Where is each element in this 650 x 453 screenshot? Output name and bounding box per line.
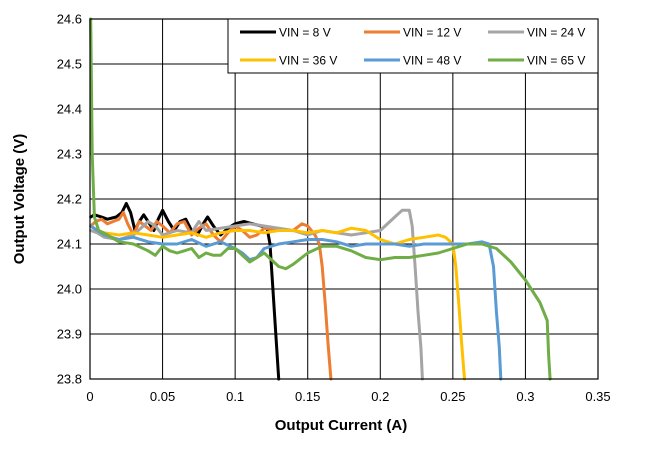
legend-label-3: VIN = 24 V bbox=[527, 26, 585, 40]
series-line-3 bbox=[89, 208, 424, 381]
x-tick-label: 0.25 bbox=[440, 389, 465, 404]
y-tick-label: 24.3 bbox=[57, 147, 82, 162]
x-tick-label: 0 bbox=[86, 389, 93, 404]
legend-label-5: VIN = 48 V bbox=[403, 54, 461, 68]
y-tick-label: 23.8 bbox=[57, 372, 82, 387]
x-tick-label: 0.35 bbox=[585, 389, 610, 404]
x-tick-label: 0.15 bbox=[295, 389, 320, 404]
x-tick-label: 0.1 bbox=[226, 389, 244, 404]
x-axis-title: Output Current (A) bbox=[275, 417, 407, 434]
y-tick-label: 24.1 bbox=[57, 237, 82, 252]
legend: VIN = 8 V VIN = 12 V VIN = 24 V VIN = 36 V V… bbox=[227, 18, 599, 74]
legend-label-6: VIN = 65 V bbox=[527, 54, 585, 68]
legend-label-4: VIN = 36 V bbox=[279, 54, 337, 68]
y-tick-label: 23.9 bbox=[57, 327, 82, 342]
x-tick-label: 0.2 bbox=[371, 389, 389, 404]
legend-box bbox=[227, 18, 599, 74]
y-tick-label: 24.0 bbox=[57, 282, 82, 297]
series-line-6 bbox=[89, 17, 552, 381]
legend-label-2: VIN = 12 V bbox=[403, 26, 461, 40]
series-line-4 bbox=[89, 224, 466, 381]
y-tick-label: 24.6 bbox=[57, 12, 82, 27]
x-axis-ticks: 0 0.05 0.1 0.15 0.2 0.25 0.3 0.35 bbox=[86, 389, 610, 404]
y-axis-title: Output Voltage (V) bbox=[11, 134, 28, 265]
y-axis-ticks: 23.8 23.9 24.0 24.1 24.2 24.3 24.4 24.5 24.6 bbox=[57, 12, 82, 387]
x-tick-label: 0.3 bbox=[516, 389, 534, 404]
x-tick-label: 0.05 bbox=[150, 389, 175, 404]
y-tick-label: 24.5 bbox=[57, 57, 82, 72]
series-group bbox=[89, 17, 552, 381]
y-tick-label: 24.2 bbox=[57, 192, 82, 207]
y-tick-label: 24.4 bbox=[57, 102, 82, 117]
legend-label-1: VIN = 8 V bbox=[279, 26, 331, 40]
